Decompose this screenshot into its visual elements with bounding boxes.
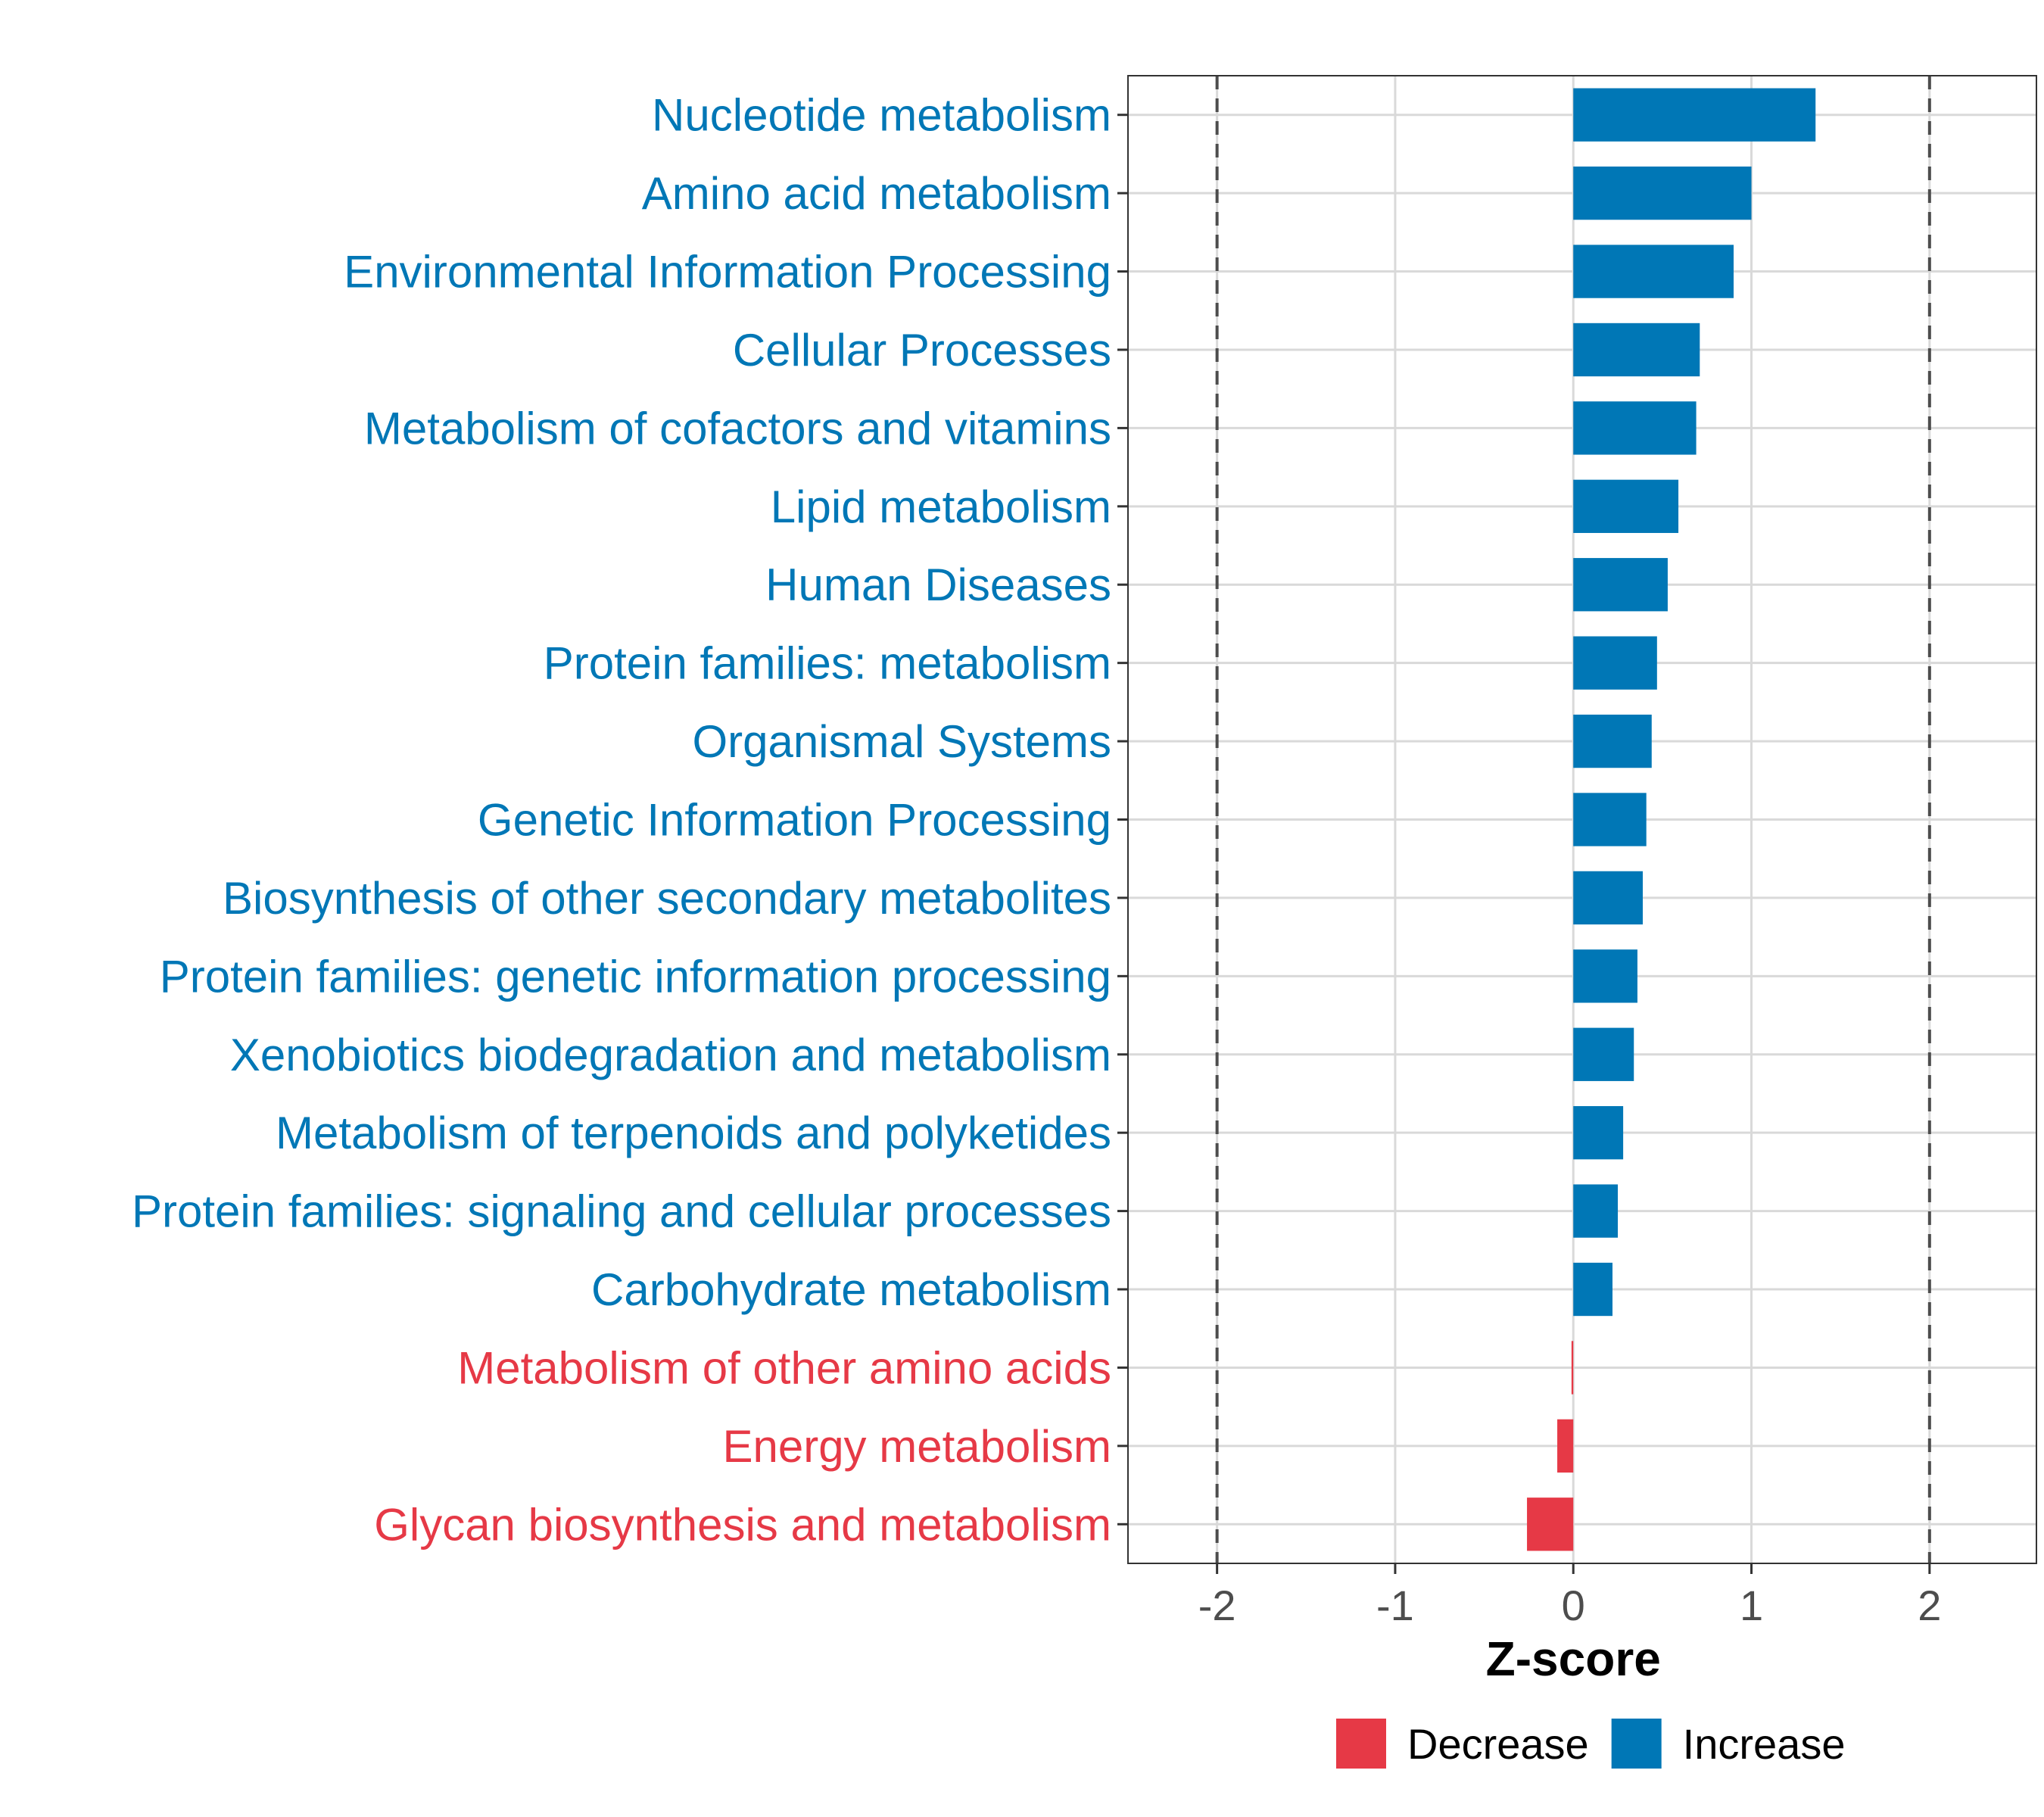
bar (1573, 1106, 1624, 1160)
bar (1573, 323, 1700, 377)
bar (1573, 1184, 1619, 1238)
bar (1573, 401, 1697, 455)
category-label: Genetic Information Processing (478, 795, 1111, 846)
bar (1573, 479, 1679, 533)
bar (1573, 714, 1652, 768)
bar (1557, 1419, 1574, 1473)
x-tick-label: 0 (1562, 1582, 1585, 1629)
category-label: Energy metabolism (722, 1421, 1111, 1472)
category-label: Human Diseases (765, 559, 1111, 610)
bar (1573, 793, 1647, 846)
bar (1571, 1341, 1574, 1395)
bar (1573, 88, 1816, 142)
category-label: Glycan biosynthesis and metabolism (374, 1499, 1111, 1550)
bar (1573, 636, 1657, 690)
x-axis-title: Z-score (1486, 1632, 1661, 1686)
x-tick-label: 1 (1740, 1582, 1763, 1629)
bar (1573, 166, 1752, 220)
x-tick-label: -2 (1198, 1582, 1236, 1629)
x-tick-label: 2 (1918, 1582, 1941, 1629)
bar (1573, 245, 1734, 298)
category-labels: Nucleotide metabolism Amino acid metaboli… (132, 90, 1111, 1551)
x-tick-label: -1 (1376, 1582, 1414, 1629)
bars (1527, 88, 1816, 1551)
legend-label-decrease: Decrease (1407, 1720, 1589, 1768)
category-label: Environmental Information Processing (344, 247, 1111, 298)
category-label: Carbohydrate metabolism (591, 1264, 1111, 1315)
category-label: Biosynthesis of other secondary metaboli… (223, 873, 1111, 924)
bar (1573, 1027, 1634, 1081)
category-label: Cellular Processes (733, 325, 1111, 376)
bar (1573, 949, 1637, 1003)
category-label: Protein families: genetic information pr… (160, 951, 1111, 1002)
bar (1573, 558, 1668, 612)
category-label: Nucleotide metabolism (652, 90, 1111, 141)
legend-swatch-decrease (1336, 1719, 1386, 1769)
category-label: Protein families: metabolism (544, 638, 1111, 689)
category-label: Amino acid metabolism (642, 168, 1111, 219)
reference-lines (1215, 76, 1931, 1563)
category-label: Organismal Systems (693, 716, 1111, 767)
category-label: Protein families: signaling and cellular… (132, 1186, 1111, 1237)
legend: Decrease Increase (1336, 1719, 1845, 1769)
x-axis-ticks: -2 -1 0 1 2 (1198, 1563, 1941, 1629)
bar (1573, 871, 1643, 925)
category-label: Metabolism of other amino acids (457, 1342, 1111, 1393)
category-label: Metabolism of cofactors and vitamins (364, 403, 1111, 453)
category-label: Xenobiotics biodegradation and metabolis… (230, 1030, 1111, 1080)
category-label: Metabolism of terpenoids and polyketides (276, 1108, 1111, 1158)
bar (1527, 1498, 1574, 1551)
category-label: Lipid metabolism (771, 482, 1111, 532)
y-axis-ticks (1117, 114, 1128, 1526)
legend-label-increase: Increase (1683, 1720, 1846, 1768)
legend-swatch-increase (1611, 1719, 1662, 1769)
bar (1573, 1262, 1612, 1317)
